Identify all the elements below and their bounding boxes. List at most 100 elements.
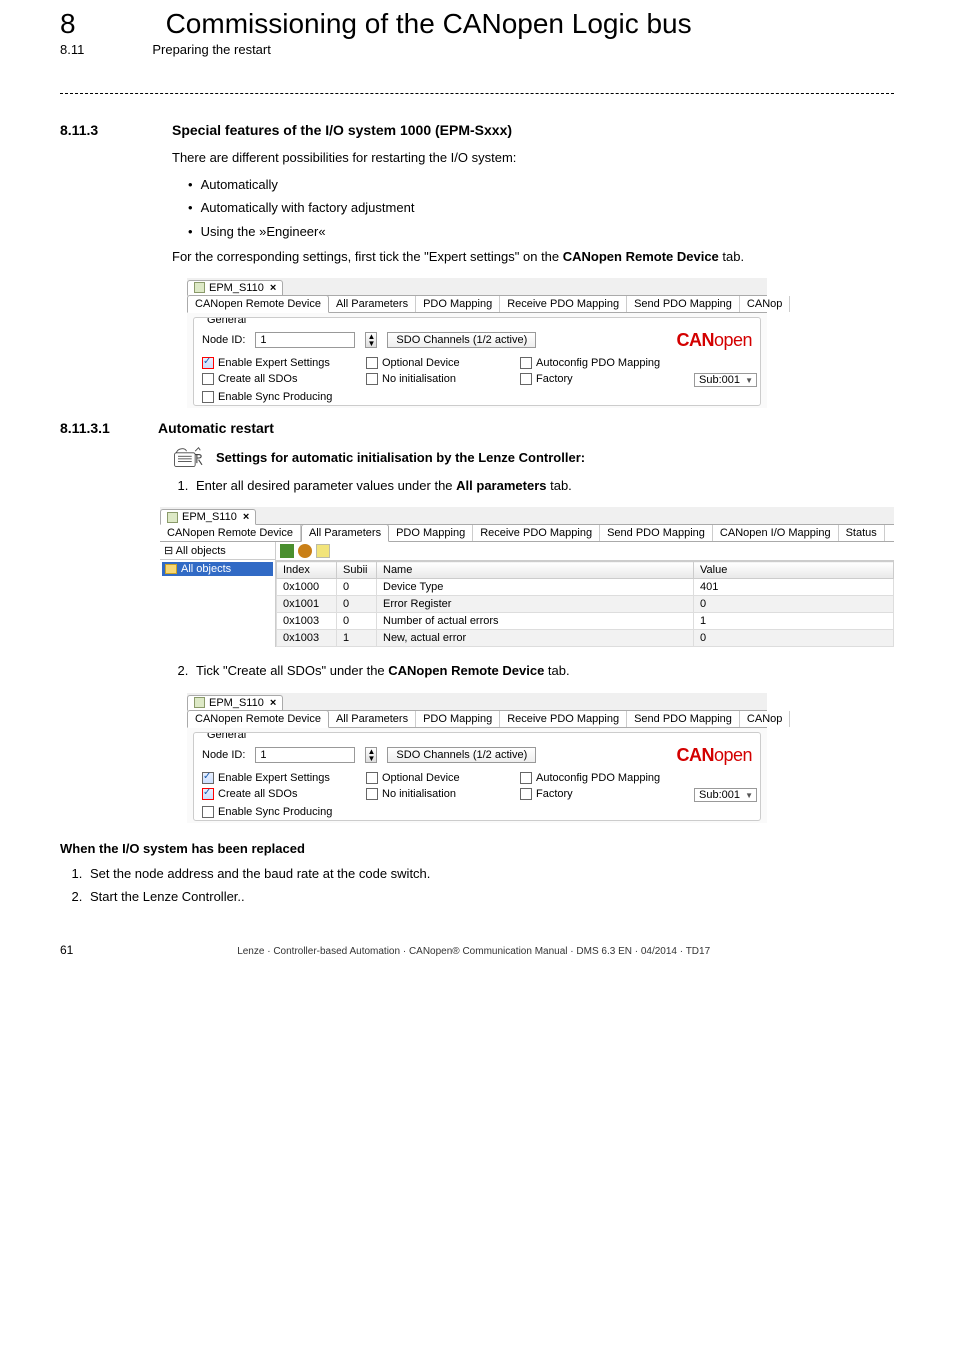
sub-select[interactable]: Sub:001 bbox=[694, 373, 757, 387]
general-group-label: General bbox=[204, 732, 249, 741]
section-title: Special features of the I/O system 1000 … bbox=[172, 122, 512, 138]
section-num: 8.11.3 bbox=[60, 122, 130, 138]
tree-selected[interactable]: All objects bbox=[162, 562, 273, 576]
tab-status[interactable]: Status bbox=[839, 525, 885, 541]
table-row[interactable]: 0x10000Device Type401 bbox=[277, 579, 894, 596]
text: tab. bbox=[719, 249, 744, 264]
chk-factory[interactable] bbox=[520, 373, 532, 385]
logo-thin: open bbox=[714, 330, 752, 350]
tab-all-parameters[interactable]: All Parameters bbox=[329, 296, 416, 312]
step-item: Set the node address and the baud rate a… bbox=[86, 862, 894, 885]
page-number: 61 bbox=[60, 943, 73, 957]
table-row[interactable]: 0x10030Number of actual errors1 bbox=[277, 613, 894, 630]
param-table: Index Subii Name Value 0x10000Device Typ… bbox=[276, 561, 894, 647]
step-list-2: Tick "Create all SDOs" under the CANopen… bbox=[172, 659, 894, 682]
tab-canopen-remote[interactable]: CANopen Remote Device bbox=[160, 525, 301, 541]
chk-autoconfig-label: Autoconfig PDO Mapping bbox=[536, 772, 660, 784]
chk-sync[interactable] bbox=[202, 391, 214, 403]
chk-noinit[interactable] bbox=[366, 373, 378, 385]
step-list: Enter all desired parameter values under… bbox=[172, 474, 894, 497]
tab-send-pdo[interactable]: Send PDO Mapping bbox=[627, 296, 740, 312]
table-row[interactable]: 0x10031New, actual error0 bbox=[277, 630, 894, 647]
tab-canopen-io[interactable]: CANop bbox=[740, 711, 790, 727]
list-icon[interactable] bbox=[316, 544, 330, 558]
chk-factory[interactable] bbox=[520, 788, 532, 800]
nodeid-spinner[interactable]: ▲▼ bbox=[365, 747, 377, 763]
chk-factory-label: Factory bbox=[536, 373, 573, 385]
tab-receive-pdo[interactable]: Receive PDO Mapping bbox=[500, 296, 627, 312]
search-icon[interactable] bbox=[298, 544, 312, 558]
bold-text: All parameters bbox=[456, 478, 546, 493]
file-tab[interactable]: EPM_S110 × bbox=[187, 280, 283, 296]
bold-text: CANopen Remote Device bbox=[388, 663, 544, 678]
nodeid-input[interactable]: 1 bbox=[255, 747, 355, 763]
text: Tick "Create all SDOs" under the bbox=[196, 663, 388, 678]
text: For the corresponding settings, first ti… bbox=[172, 249, 563, 264]
cell: 1 bbox=[694, 613, 894, 630]
chk-sync-label: Enable Sync Producing bbox=[218, 806, 332, 818]
sdo-channels-button[interactable]: SDO Channels (1/2 active) bbox=[387, 332, 536, 348]
replaced-heading: When the I/O system has been replaced bbox=[60, 841, 894, 856]
tab-send-pdo[interactable]: Send PDO Mapping bbox=[600, 525, 713, 541]
col-value[interactable]: Value bbox=[694, 562, 894, 579]
chapter-header: 8 Commissioning of the CANopen Logic bus bbox=[60, 8, 894, 40]
canopen-panel-1: EPM_S110 × CANopen Remote Device All Par… bbox=[187, 278, 767, 408]
step-item: Tick "Create all SDOs" under the CANopen… bbox=[192, 659, 894, 682]
tab-all-parameters[interactable]: All Parameters bbox=[301, 524, 389, 542]
chk-expert[interactable] bbox=[202, 357, 214, 369]
close-icon[interactable]: × bbox=[243, 511, 249, 523]
section-title: Automatic restart bbox=[158, 420, 274, 436]
tab-receive-pdo[interactable]: Receive PDO Mapping bbox=[500, 711, 627, 727]
chk-createsdos[interactable] bbox=[202, 373, 214, 385]
refresh-icon[interactable] bbox=[280, 544, 294, 558]
chk-createsdos[interactable] bbox=[202, 788, 214, 800]
cell: 0x1003 bbox=[277, 630, 337, 647]
col-name[interactable]: Name bbox=[377, 562, 694, 579]
tab-receive-pdo[interactable]: Receive PDO Mapping bbox=[473, 525, 600, 541]
intro-text: There are different possibilities for re… bbox=[172, 148, 894, 169]
chk-optional[interactable] bbox=[366, 357, 378, 369]
bullet-item: Automatically with factory adjustment bbox=[188, 196, 894, 219]
tab-canopen-remote[interactable]: CANopen Remote Device bbox=[187, 710, 329, 728]
file-tab[interactable]: EPM_S110 × bbox=[160, 509, 256, 525]
restart-bullets: Automatically Automatically with factory… bbox=[172, 173, 894, 243]
file-tab[interactable]: EPM_S110 × bbox=[187, 695, 283, 711]
tab-canopen-io[interactable]: CANop bbox=[740, 296, 790, 312]
cell: 0 bbox=[337, 579, 377, 596]
tab-pdo-mapping[interactable]: PDO Mapping bbox=[416, 711, 500, 727]
chk-noinit[interactable] bbox=[366, 788, 378, 800]
file-tab-label: EPM_S110 bbox=[209, 282, 264, 294]
col-sub[interactable]: Subii bbox=[337, 562, 377, 579]
cell: 0 bbox=[337, 596, 377, 613]
tab-canopen-io[interactable]: CANopen I/O Mapping bbox=[713, 525, 839, 541]
nodeid-input[interactable]: 1 bbox=[255, 332, 355, 348]
chk-autoconfig[interactable] bbox=[520, 357, 532, 369]
chk-sync[interactable] bbox=[202, 806, 214, 818]
close-icon[interactable]: × bbox=[270, 282, 276, 294]
logo-thin: open bbox=[714, 745, 752, 765]
col-index[interactable]: Index bbox=[277, 562, 337, 579]
chk-sync-label: Enable Sync Producing bbox=[218, 391, 332, 403]
table-row[interactable]: 0x10010Error Register0 bbox=[277, 596, 894, 613]
tab-send-pdo[interactable]: Send PDO Mapping bbox=[627, 711, 740, 727]
cell: Error Register bbox=[377, 596, 694, 613]
bullet-item: Using the »Engineer« bbox=[188, 220, 894, 243]
file-tab-bar: EPM_S110 × bbox=[187, 278, 767, 296]
procedure-title: Settings for automatic initialisation by… bbox=[216, 448, 585, 469]
tab-canopen-remote[interactable]: CANopen Remote Device bbox=[187, 295, 329, 313]
tree-root-label: All objects bbox=[176, 545, 226, 557]
tab-all-parameters[interactable]: All Parameters bbox=[329, 711, 416, 727]
strip-tabs: CANopen Remote Device All Parameters PDO… bbox=[160, 525, 894, 542]
tree-root[interactable]: ⊟ All objects bbox=[160, 542, 275, 560]
strip-tabs: CANopen Remote Device All Parameters PDO… bbox=[187, 296, 767, 313]
nodeid-spinner[interactable]: ▲▼ bbox=[365, 332, 377, 348]
chk-autoconfig[interactable] bbox=[520, 772, 532, 784]
close-icon[interactable]: × bbox=[270, 697, 276, 709]
sub-select[interactable]: Sub:001 bbox=[694, 788, 757, 802]
sdo-channels-button[interactable]: SDO Channels (1/2 active) bbox=[387, 747, 536, 763]
chk-expert[interactable] bbox=[202, 772, 214, 784]
tab-pdo-mapping[interactable]: PDO Mapping bbox=[389, 525, 473, 541]
chk-optional[interactable] bbox=[366, 772, 378, 784]
tab-pdo-mapping[interactable]: PDO Mapping bbox=[416, 296, 500, 312]
procedure-icon bbox=[172, 446, 208, 470]
